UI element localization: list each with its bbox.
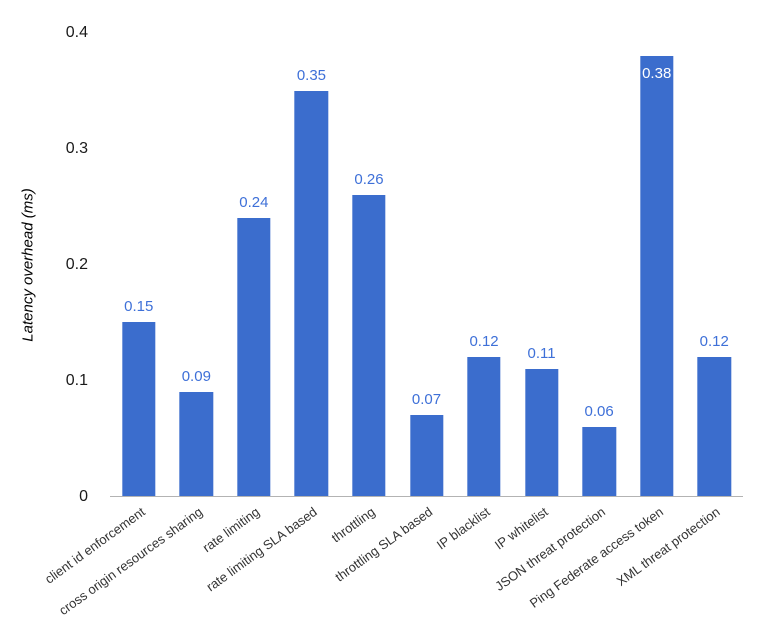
bar-slot: 0.09 — [168, 33, 226, 496]
bar — [409, 414, 444, 496]
bar — [582, 426, 616, 496]
y-tick-label: 0.3 — [65, 140, 88, 157]
bar-value-label: 0.12 — [469, 333, 499, 351]
y-tick-label: 0.1 — [65, 372, 88, 389]
bar-value-label: 0.15 — [124, 298, 154, 316]
bar — [352, 195, 386, 496]
bar-slot: 0.12 — [455, 33, 513, 496]
bar-value-label: 0.24 — [239, 194, 269, 212]
bar-value-label: 0.38 — [642, 65, 672, 83]
x-category-label: rate limiting SLA based — [203, 504, 321, 595]
bar — [179, 391, 213, 496]
bars: 0.15 0.09 0.24 0.35 0.26 0.07 0.12 0.11 0.06 0.38… — [110, 33, 743, 496]
bar-value-label: 0.06 — [584, 402, 614, 420]
bar-slot: 0.07 — [398, 33, 456, 496]
bar-slot: 0.38 — [628, 33, 686, 496]
bar — [697, 357, 731, 496]
bar-slot: 0.11 — [513, 33, 571, 496]
x-category-label: throttling — [328, 504, 378, 546]
x-category-label: client id enforcement — [41, 504, 148, 587]
bar — [524, 368, 559, 496]
bar-slot: 0.15 — [110, 33, 168, 496]
bar-slot: 0.24 — [225, 33, 283, 496]
y-tick-label: 0 — [79, 488, 88, 505]
plot-area: 0.15 0.09 0.24 0.35 0.26 0.07 0.12 0.11 0.06 0.38… — [110, 33, 743, 497]
bar-slot: 0.26 — [340, 33, 398, 496]
bar — [640, 56, 674, 496]
bar — [237, 218, 271, 496]
bar-slot: 0.12 — [685, 33, 743, 496]
x-category-label: IP blacklist — [433, 504, 493, 553]
bar-slot: 0.06 — [570, 33, 628, 496]
x-axis: client id enforcement cross origin resour… — [42, 497, 743, 629]
y-tick-label: 0.2 — [65, 256, 88, 273]
bar-value-label: 0.09 — [181, 367, 211, 385]
y-axis: 0 0.1 0.2 0.3 0.4 — [0, 24, 88, 505]
bar-value-label: 0.26 — [354, 171, 384, 189]
bar — [294, 90, 329, 496]
x-category-label: throttling SLA based — [332, 504, 436, 585]
bar-slot: 0.35 — [283, 33, 341, 496]
bar-value-label: 0.35 — [296, 66, 327, 84]
x-category-label: XML threat protection — [614, 504, 724, 589]
bar-value-label: 0.07 — [411, 390, 442, 408]
bar-value-label: 0.12 — [699, 333, 729, 351]
bar — [467, 357, 501, 496]
y-tick-label: 0.4 — [65, 24, 88, 41]
bar — [122, 322, 156, 496]
bar-value-label: 0.11 — [527, 344, 556, 362]
